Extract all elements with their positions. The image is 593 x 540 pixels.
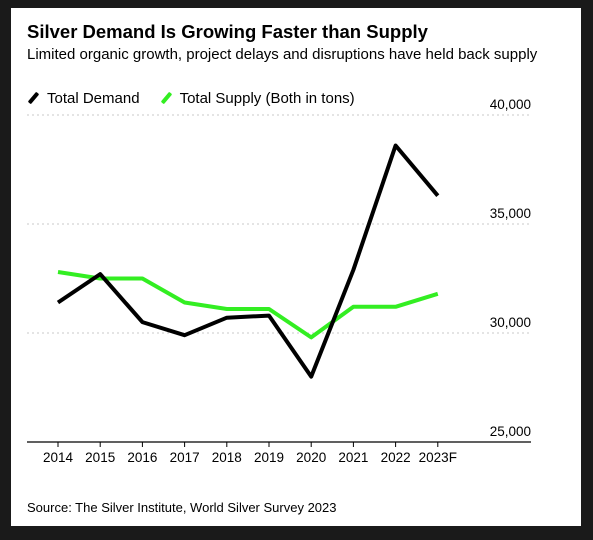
x-tick-label: 2016 — [127, 450, 157, 465]
x-tick-label: 2018 — [212, 450, 242, 465]
series-lines — [56, 143, 440, 379]
y-tick-label: 30,000 — [490, 315, 531, 330]
chart-subtitle: Limited organic growth, project delays a… — [27, 46, 538, 63]
x-tick-label: 2017 — [170, 450, 200, 465]
x-tick-label: 2014 — [43, 450, 74, 465]
series-line-total-supply — [57, 270, 439, 340]
legend-label-demand: Total Demand — [47, 89, 140, 107]
legend-item-supply: Total Supply (Both in tons) — [160, 90, 355, 107]
chart-card: Silver Demand Is Growing Faster than Sup… — [11, 8, 581, 526]
series-line-total-demand — [56, 143, 440, 379]
x-axis: 2014 2015 2016 2017 2018 2019 2020 2021 2022 2023… — [43, 442, 457, 465]
grid: 25,000 30,000 35,000 40,000 — [27, 97, 531, 443]
x-tick-label: 2021 — [338, 450, 368, 465]
legend-item-demand: Total Demand — [27, 90, 140, 107]
legend-label-supply: Total Supply (Both in tons) — [179, 89, 355, 107]
x-tick-label: 2023F — [419, 450, 457, 465]
x-tick-label: 2015 — [85, 450, 115, 465]
y-tick-label: 40,000 — [490, 97, 531, 112]
legend: Total Demand Total Supply (Both in tons) — [27, 88, 375, 108]
y-tick-label: 35,000 — [490, 206, 531, 221]
source-note: Source: The Silver Institute, World Silv… — [27, 500, 337, 515]
x-tick-label: 2019 — [254, 450, 284, 465]
x-tick-label: 2020 — [296, 450, 326, 465]
x-tick-label: 2022 — [381, 450, 411, 465]
y-tick-label: 25,000 — [490, 424, 531, 439]
chart-title: Silver Demand Is Growing Faster than Sup… — [27, 21, 428, 42]
